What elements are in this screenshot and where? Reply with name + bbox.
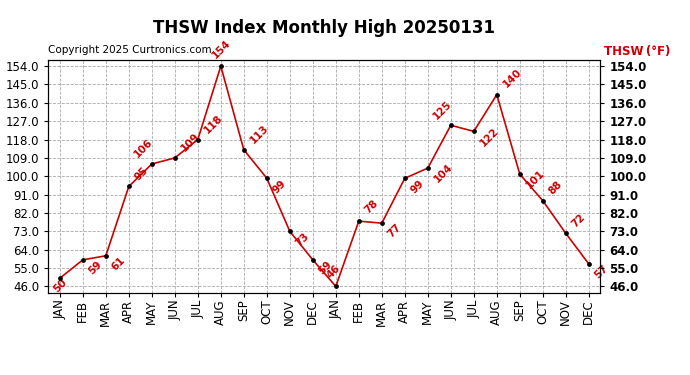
Point [238, 147, 249, 153]
Point [331, 284, 342, 290]
Point [491, 92, 502, 98]
Text: 88: 88 [547, 179, 564, 196]
Text: 59: 59 [317, 259, 334, 276]
Text: 78: 78 [363, 198, 380, 216]
Text: Copyright 2025 Curtronics.com: Copyright 2025 Curtronics.com [48, 45, 212, 55]
Text: 122: 122 [478, 126, 500, 148]
Text: 125: 125 [431, 99, 454, 121]
Text: 61: 61 [110, 255, 127, 273]
Point [353, 218, 364, 224]
Text: 140: 140 [501, 67, 524, 89]
Point [169, 155, 180, 161]
Point [560, 230, 571, 236]
Text: 118: 118 [202, 113, 224, 135]
Text: 46: 46 [325, 263, 342, 281]
Point [469, 128, 480, 134]
Text: 59: 59 [87, 259, 104, 276]
Text: 154: 154 [210, 38, 233, 61]
Text: 73: 73 [294, 231, 311, 248]
Text: 113: 113 [248, 123, 270, 146]
Point [146, 161, 157, 167]
Point [124, 183, 135, 189]
Text: THSW Index Monthly High 20250131: THSW Index Monthly High 20250131 [153, 19, 495, 37]
Text: 99: 99 [409, 178, 426, 195]
Point [538, 198, 549, 204]
Point [100, 253, 111, 259]
Point [445, 122, 456, 128]
Point [284, 228, 295, 234]
Text: 104: 104 [432, 162, 455, 185]
Point [193, 136, 204, 142]
Text: 95: 95 [133, 165, 150, 182]
Point [400, 175, 411, 181]
Text: 57: 57 [593, 263, 611, 280]
Text: 101: 101 [524, 168, 546, 191]
Point [262, 175, 273, 181]
Point [307, 257, 318, 263]
Text: 50: 50 [52, 278, 69, 295]
Text: 77: 77 [386, 222, 404, 240]
Point [514, 171, 525, 177]
Text: THSW (°F): THSW (°F) [604, 45, 670, 58]
Text: 99: 99 [271, 178, 288, 195]
Text: 106: 106 [132, 137, 155, 160]
Point [55, 275, 66, 281]
Point [77, 257, 88, 263]
Point [422, 165, 433, 171]
Point [583, 261, 594, 267]
Point [376, 220, 387, 226]
Text: 109: 109 [179, 131, 201, 154]
Point [215, 63, 226, 69]
Text: 72: 72 [570, 212, 587, 229]
